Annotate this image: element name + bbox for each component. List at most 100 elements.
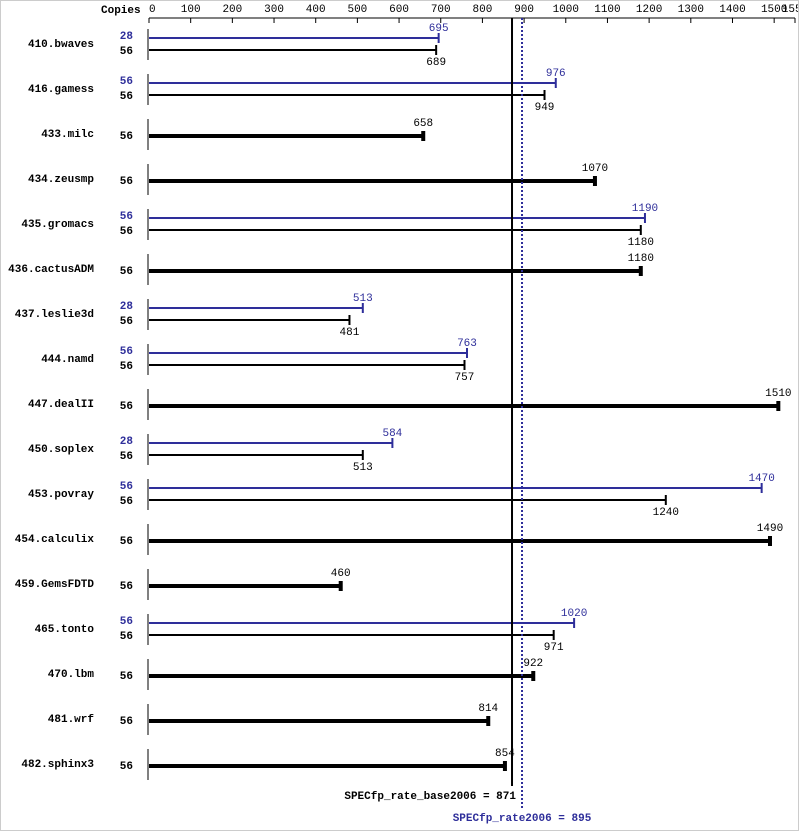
copies-label: 28 [120,301,134,313]
bar [149,450,364,460]
bar [149,360,466,370]
value-label: 1020 [561,608,587,620]
bar [149,761,507,771]
benchmark-label: 437.leslie3d [15,309,94,321]
copies-label: 28 [120,31,134,43]
x-tick-label: 400 [306,4,326,16]
bar [149,536,772,546]
value-label: 814 [478,703,498,715]
copies-label: 56 [120,316,133,328]
copies-label: 56 [120,671,133,683]
x-tick-label: 1400 [719,4,745,16]
copies-label: 56 [120,401,133,413]
x-tick-label: 0 [149,4,156,16]
value-label: 695 [429,23,449,35]
value-label: 1180 [628,253,654,265]
benchmark-label: 454.calculix [15,534,95,546]
x-tick-label: 600 [389,4,409,16]
bar [149,266,643,276]
value-label: 949 [535,102,555,114]
value-label: 1470 [748,473,774,485]
value-label: 689 [426,57,446,69]
bar [149,618,576,628]
copies-label: 56 [120,361,133,373]
value-label: 513 [353,293,373,305]
bar [149,303,364,313]
copies-label: 56 [120,616,133,628]
value-label: 1240 [653,507,679,519]
bar [149,401,781,411]
benchmark-label: 482.sphinx3 [21,759,94,771]
copies-label: 56 [120,346,133,358]
value-label: 1180 [628,237,654,249]
value-label: 584 [382,428,402,440]
x-tick-label: 800 [473,4,493,16]
value-label: 658 [413,118,433,130]
bar [149,581,343,591]
bar [149,438,394,448]
reference-label: SPECfp_rate_base2006 = 871 [344,791,516,803]
bar [149,45,438,55]
copies-label: 56 [120,211,133,223]
bar [149,348,468,358]
benchmark-label: 410.bwaves [28,39,94,51]
benchmark-label: 444.namd [41,354,94,366]
x-tick-label: 1000 [553,4,579,16]
value-label: 757 [455,372,475,384]
value-label: 481 [340,327,360,339]
value-label: 922 [523,658,543,670]
copies-label: 56 [120,91,133,103]
copies-label: 56 [120,631,133,643]
x-tick-label: 1500 [761,4,787,16]
benchmark-label: 481.wrf [48,714,95,726]
x-tick-label: 200 [222,4,242,16]
copies-label: 56 [120,451,133,463]
copies-label: 56 [120,481,133,493]
bar [149,315,351,325]
copies-label: 56 [120,131,133,143]
copies-label: 56 [120,226,133,238]
benchmark-label: 416.gamess [28,84,94,96]
value-label: 460 [331,568,351,580]
x-tick-label: 1100 [594,4,620,16]
copies-label: 56 [120,176,133,188]
value-label: 976 [546,68,566,80]
bar [149,90,546,100]
copies-label: 56 [120,46,133,58]
bar [149,213,646,223]
value-label: 1490 [757,523,783,535]
benchmark-label: 434.zeusmp [28,174,94,186]
value-label: 513 [353,462,373,474]
benchmark-label: 433.milc [41,129,94,141]
copies-label: 28 [120,436,134,448]
x-tick-label: 900 [514,4,534,16]
bar [149,630,555,640]
benchmark-label: 470.lbm [48,669,95,681]
bar [149,78,557,88]
bar [149,483,763,493]
copies-label: 56 [120,716,133,728]
copies-label: 56 [120,581,133,593]
x-tick-label: 1200 [636,4,662,16]
value-label: 971 [544,642,564,654]
bar [149,671,536,681]
bar [149,33,440,43]
bar [149,495,667,505]
copies-label: 56 [120,496,133,508]
benchmark-label: 450.soplex [28,444,94,456]
bar [149,176,597,186]
bar [149,716,491,726]
x-tick-label: 1550 [782,4,799,16]
value-label: 763 [457,338,477,350]
benchmark-label: 436.cactusADM [8,264,94,276]
copies-label: 56 [120,266,133,278]
bar [149,225,642,235]
value-label: 1070 [582,163,608,175]
x-tick-label: 300 [264,4,284,16]
copies-header: Copies [101,5,141,17]
benchmark-label: 453.povray [28,489,94,501]
value-label: 854 [495,748,515,760]
copies-label: 56 [120,536,133,548]
bar [149,131,426,141]
x-tick-label: 100 [181,4,201,16]
